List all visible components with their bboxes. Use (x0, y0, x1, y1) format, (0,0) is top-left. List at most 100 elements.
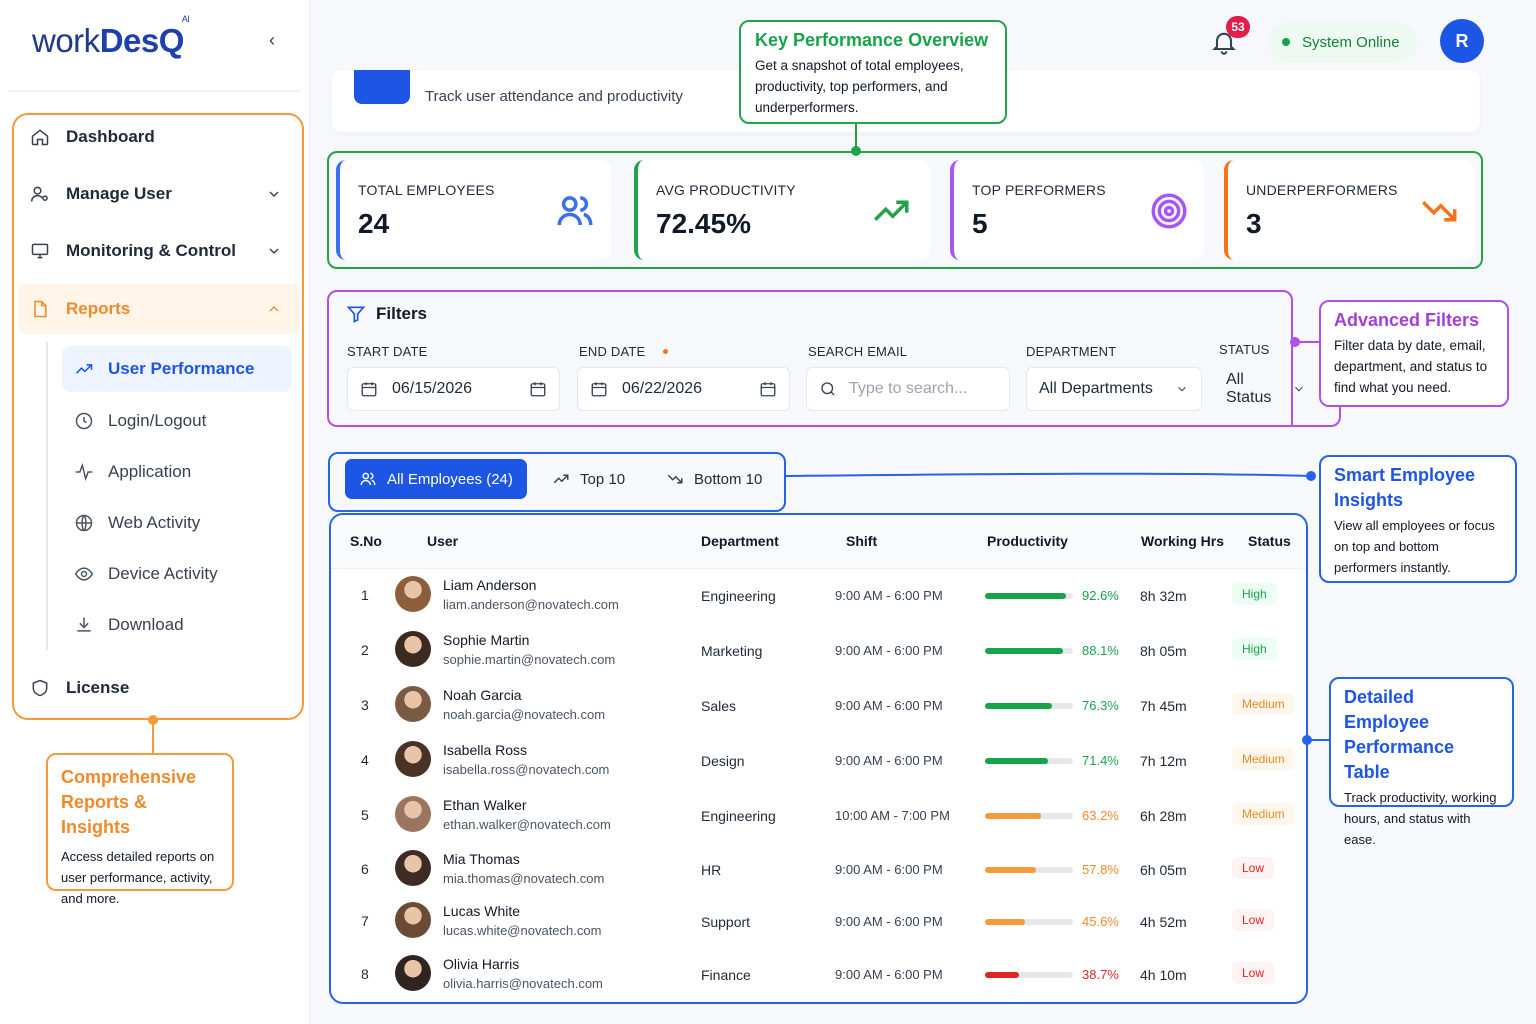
table-row[interactable]: 8 Olivia Harris olivia.harris@novatech.com… (332, 947, 1305, 1001)
cell-working-hrs: 7h 12m (1140, 753, 1187, 769)
required-dot (663, 349, 668, 354)
col-header-department[interactable]: Department (701, 533, 779, 549)
end-date-input[interactable]: 06/22/2026 (577, 367, 790, 411)
table-row[interactable]: 7 Lucas White lucas.white@novatech.com Supp… (332, 894, 1305, 948)
sidebar-item-reports[interactable]: Reports (30, 289, 130, 329)
annotation-filters: Advanced Filters Filter data by date, em… (1319, 300, 1509, 407)
calendar-picker-icon[interactable] (529, 380, 547, 398)
tab-top-10[interactable]: Top 10 (538, 459, 639, 499)
tab-label: Top 10 (580, 470, 626, 488)
table-row[interactable]: 6 Mia Thomas mia.thomas@novatech.com HR 9:00… (332, 842, 1305, 896)
status-dot (1282, 38, 1290, 46)
col-header-shift[interactable]: Shift (846, 533, 878, 549)
col-header-sno[interactable]: S.No (350, 533, 382, 549)
cell-working-hrs: 4h 52m (1140, 914, 1187, 930)
kpi-label: UNDERPERFORMERS (1246, 182, 1398, 198)
connector-line (1296, 341, 1320, 343)
cell-department: HR (701, 862, 722, 878)
col-header-user[interactable]: User (427, 533, 459, 549)
submenu-download[interactable]: Download (74, 604, 184, 646)
col-header-status[interactable]: Status (1248, 533, 1291, 549)
status-select[interactable]: All Status (1214, 367, 1318, 411)
reports-highlight-frame (12, 113, 304, 720)
submenu-user-performance[interactable]: User Performance (74, 348, 254, 390)
tab-bottom-10[interactable]: Bottom 10 (652, 459, 776, 499)
table-row[interactable]: 2 Sophie Martin sophie.martin@novatech.com… (332, 623, 1305, 677)
kpi-underperformers: UNDERPERFORMERS 3 (1224, 160, 1474, 260)
table-row[interactable]: 5 Ethan Walker ethan.walker@novatech.com En… (332, 788, 1305, 842)
kpi-value: 72.45% (656, 208, 751, 239)
chevron-down-icon[interactable] (266, 186, 282, 202)
table-row[interactable]: 4 Isabella Ross isabella.ross@novatech.com… (332, 733, 1305, 787)
notification-badge: 53 (1226, 16, 1250, 38)
cell-user-name: Olivia Harris (443, 956, 520, 972)
activity-icon (75, 462, 93, 482)
table-row[interactable]: 3 Noah Garcia noah.garcia@novatech.com Sale… (332, 678, 1305, 732)
sidebar-item-monitoring[interactable]: Monitoring & Control (30, 231, 236, 271)
connector-line (855, 124, 857, 152)
cell-sno: 6 (361, 861, 369, 877)
start-date-input[interactable]: 06/15/2026 (347, 367, 560, 411)
productivity-bar-fill (985, 867, 1036, 873)
sidebar-item-dashboard[interactable]: Dashboard (30, 117, 155, 157)
productivity-bar (985, 867, 1073, 873)
annotation-title: Comprehensive Reports & Insights (61, 767, 197, 837)
sidebar-item-license[interactable]: License (30, 668, 129, 708)
status-badge: Medium (1232, 748, 1295, 770)
cell-productivity: 92.6% (1082, 588, 1119, 603)
connector-line (152, 722, 154, 754)
cell-user-name: Sophie Martin (443, 632, 530, 648)
cell-department: Marketing (701, 643, 763, 659)
user-avatar[interactable]: R (1440, 19, 1484, 63)
connector-dot (1306, 471, 1316, 481)
collapse-sidebar-icon[interactable]: ‹ (269, 30, 275, 50)
connector-dot (1302, 735, 1312, 745)
cell-user-email: ethan.walker@novatech.com (443, 817, 611, 832)
sidebar-item-manage-user[interactable]: Manage User (30, 174, 172, 214)
cell-user-email: sophie.martin@novatech.com (443, 652, 616, 667)
filters-frame-extension (1291, 405, 1341, 427)
submenu-line (46, 342, 48, 650)
chevron-down-icon[interactable] (266, 243, 282, 259)
submenu-web-activity[interactable]: Web Activity (74, 502, 200, 544)
search-icon (821, 382, 835, 396)
annotation-insights: Smart Employee Insights View all employe… (1319, 455, 1517, 583)
col-header-working-hrs[interactable]: Working Hrs (1141, 533, 1224, 549)
cell-user-email: isabella.ross@novatech.com (443, 762, 610, 777)
department-select[interactable]: All Departments (1026, 367, 1202, 411)
calendar-icon (591, 382, 607, 397)
search-placeholder: Type to search... (849, 380, 968, 397)
system-status-pill: System Online (1268, 22, 1418, 62)
status-label: STATUS (1219, 342, 1270, 357)
cell-productivity: 38.7% (1082, 967, 1119, 982)
productivity-bar (985, 972, 1073, 978)
cell-user-name: Mia Thomas (443, 851, 520, 867)
avatar (395, 631, 431, 667)
cell-department: Design (701, 753, 745, 769)
avatar (395, 902, 431, 938)
submenu-login-logout[interactable]: Login/Logout (74, 400, 206, 442)
submenu-application[interactable]: Application (74, 451, 191, 493)
app-logo[interactable]: workDesQAI (32, 14, 190, 59)
cell-department: Finance (701, 967, 751, 983)
productivity-bar (985, 648, 1073, 654)
submenu-device-activity[interactable]: Device Activity (74, 553, 218, 595)
shield-icon (32, 679, 48, 697)
productivity-bar (985, 703, 1073, 709)
start-date-value: 06/15/2026 (392, 380, 473, 397)
search-email-input[interactable]: Type to search... (806, 367, 1010, 411)
cell-productivity: 63.2% (1082, 808, 1119, 823)
cell-productivity: 88.1% (1082, 643, 1119, 658)
tab-all-employees[interactable]: All Employees (24) (345, 459, 527, 499)
department-value: All Departments (1039, 380, 1153, 397)
connector-line (786, 472, 1313, 477)
submenu-label: Application (108, 462, 192, 481)
avatar (395, 955, 431, 991)
end-date-value: 06/22/2026 (622, 380, 703, 397)
clock-icon (75, 412, 93, 430)
bell-icon[interactable] (1210, 28, 1238, 56)
col-header-productivity[interactable]: Productivity (987, 533, 1068, 549)
table-row[interactable]: 1 Liam Anderson liam.anderson@novatech.com… (332, 568, 1305, 622)
calendar-picker-icon[interactable] (759, 380, 777, 398)
chevron-up-icon[interactable] (266, 301, 282, 317)
